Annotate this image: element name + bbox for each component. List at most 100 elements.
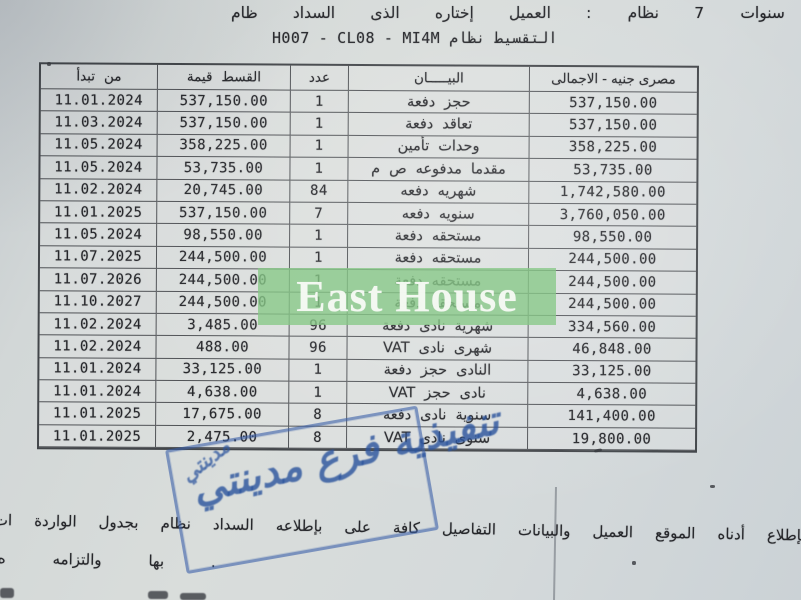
column-header-count: عدد: [290, 65, 350, 91]
word: حجز: [424, 385, 451, 402]
description-cell: دفعة مستحقه: [348, 225, 530, 249]
total-cell: 141,400.00: [528, 405, 696, 429]
total-cell: 537,150.00: [529, 114, 697, 138]
word: عدد: [308, 69, 331, 86]
start-date-cell: 11.01.2024: [40, 89, 158, 113]
watermark-banner: East House: [258, 268, 556, 325]
word: سنوات: [740, 4, 785, 22]
word: دفعه: [401, 205, 430, 222]
paper-speck: [710, 485, 715, 488]
start-date-cell: 11.02.2024: [39, 335, 157, 359]
total-cell: 3,760,050.00: [529, 203, 697, 228]
paper-crease-line: [553, 486, 557, 600]
word: CL08: [337, 29, 375, 47]
word: جنيه: [611, 71, 635, 88]
word: البيـــــان: [413, 70, 464, 87]
word: م: [371, 160, 381, 177]
word: شهريه: [437, 183, 477, 200]
word: ه: [0, 549, 6, 568]
total-cell: 358,225.00: [529, 136, 697, 160]
description-cell: تأمين وحدات: [348, 135, 530, 160]
start-date-cell: 11.05.2024: [40, 134, 158, 158]
word: حجز: [420, 362, 448, 379]
table-header-row: تبدأ من قيمة القسط عدد البيـــــان الاجمال…: [40, 64, 697, 93]
amount-cell: 537,150.00: [157, 201, 291, 225]
word: نظام: [449, 29, 486, 47]
word: MI4M: [402, 29, 441, 47]
amount-cell: 17,675.00: [156, 403, 290, 427]
word: دفعة: [394, 250, 423, 267]
start-date-cell: 11.02.2024: [39, 313, 157, 337]
word: مقدما: [470, 161, 506, 178]
start-date-cell: 11.01.2025: [39, 402, 157, 426]
word: ص: [389, 160, 407, 178]
word: إختاره: [434, 4, 474, 22]
word: التقسيط: [494, 29, 558, 47]
start-date-cell: 11.05.2024: [40, 156, 158, 180]
start-date-cell: 11.01.2025: [40, 201, 158, 225]
column-header-amount: قيمة القسط: [157, 64, 292, 91]
amount-cell: 358,225.00: [157, 134, 291, 158]
word: القسط: [221, 69, 262, 86]
word: الموقع: [654, 523, 696, 543]
start-date-cell: 11.07.2025: [39, 246, 158, 270]
word: ظام: [231, 4, 258, 22]
amount-cell: 488.00: [156, 336, 290, 360]
word: مستحقه: [431, 250, 482, 268]
word: نادى: [418, 340, 445, 357]
amount-cell: 98,550.00: [157, 224, 291, 248]
amount-cell: 244,500.00: [156, 246, 291, 270]
column-header-description: البيـــــان: [348, 65, 531, 92]
total-cell: 33,125.00: [528, 360, 696, 384]
header-line-plan: ظام السداد الذى إختاره العميل: نظام 7 سنوات: [231, 4, 785, 22]
word: ات: [0, 511, 13, 530]
count-cell: 84: [290, 180, 349, 203]
description-cell: دفعة تعاقد: [348, 113, 530, 137]
word: مستحقه: [431, 228, 482, 245]
start-date-cell: 11.07.2026: [39, 268, 157, 292]
total-cell: 98,550.00: [529, 226, 697, 250]
word: دفعة: [383, 362, 412, 379]
total-cell: 537,150.00: [529, 91, 697, 116]
word: تعاقد: [442, 116, 473, 133]
word: شهرى: [453, 340, 493, 357]
count-cell: 1: [290, 90, 349, 114]
word: VAT: [388, 384, 416, 402]
word: تأمين: [397, 138, 430, 155]
word: -: [602, 71, 608, 88]
watermark-text: East House: [296, 272, 518, 321]
column-header-start-date: تبدأ من: [40, 64, 159, 90]
count-cell: 1: [290, 224, 349, 248]
word: دفعه: [400, 183, 429, 200]
start-date-cell: 11.03.2024: [40, 111, 158, 135]
amount-cell: 537,150.00: [157, 89, 291, 113]
paper-speck: [47, 62, 51, 66]
amount-cell: 4,638.00: [156, 380, 290, 405]
word: دفعة: [407, 93, 436, 111]
word: سنويه: [438, 206, 475, 223]
total-cell: 4,638.00: [528, 382, 696, 407]
word: وحدات: [438, 138, 480, 156]
amount-cell: 537,150.00: [157, 112, 291, 136]
count-cell: 1: [290, 112, 349, 136]
start-date-cell: 11.01.2025: [39, 425, 157, 449]
word: العميل: [592, 522, 634, 542]
word: نظام: [627, 4, 659, 22]
description-cell: دفعة حجز النادى: [347, 359, 529, 383]
cut-off-text-mark: [148, 591, 168, 599]
word: النادى: [456, 362, 492, 380]
amount-cell: 53,735.00: [157, 157, 291, 181]
word: قيمة: [186, 69, 213, 86]
count-cell: 1: [289, 247, 349, 271]
start-date-cell: 11.02.2024: [40, 178, 158, 202]
payment-schedule-table: تبدأ من قيمة القسط عدد البيـــــان الاجمال…: [36, 62, 700, 453]
word: H007: [272, 29, 310, 47]
word: بإطلاع: [766, 525, 801, 545]
column-header-total: الاجمالى - جنيه مصرى: [529, 66, 697, 93]
word: أدناه: [717, 524, 746, 544]
description-cell: دفعة حجز: [348, 90, 530, 115]
word: الاجمالى: [551, 70, 599, 88]
start-date-cell: 11.05.2024: [40, 223, 158, 247]
cut-off-text-mark: [0, 588, 14, 598]
